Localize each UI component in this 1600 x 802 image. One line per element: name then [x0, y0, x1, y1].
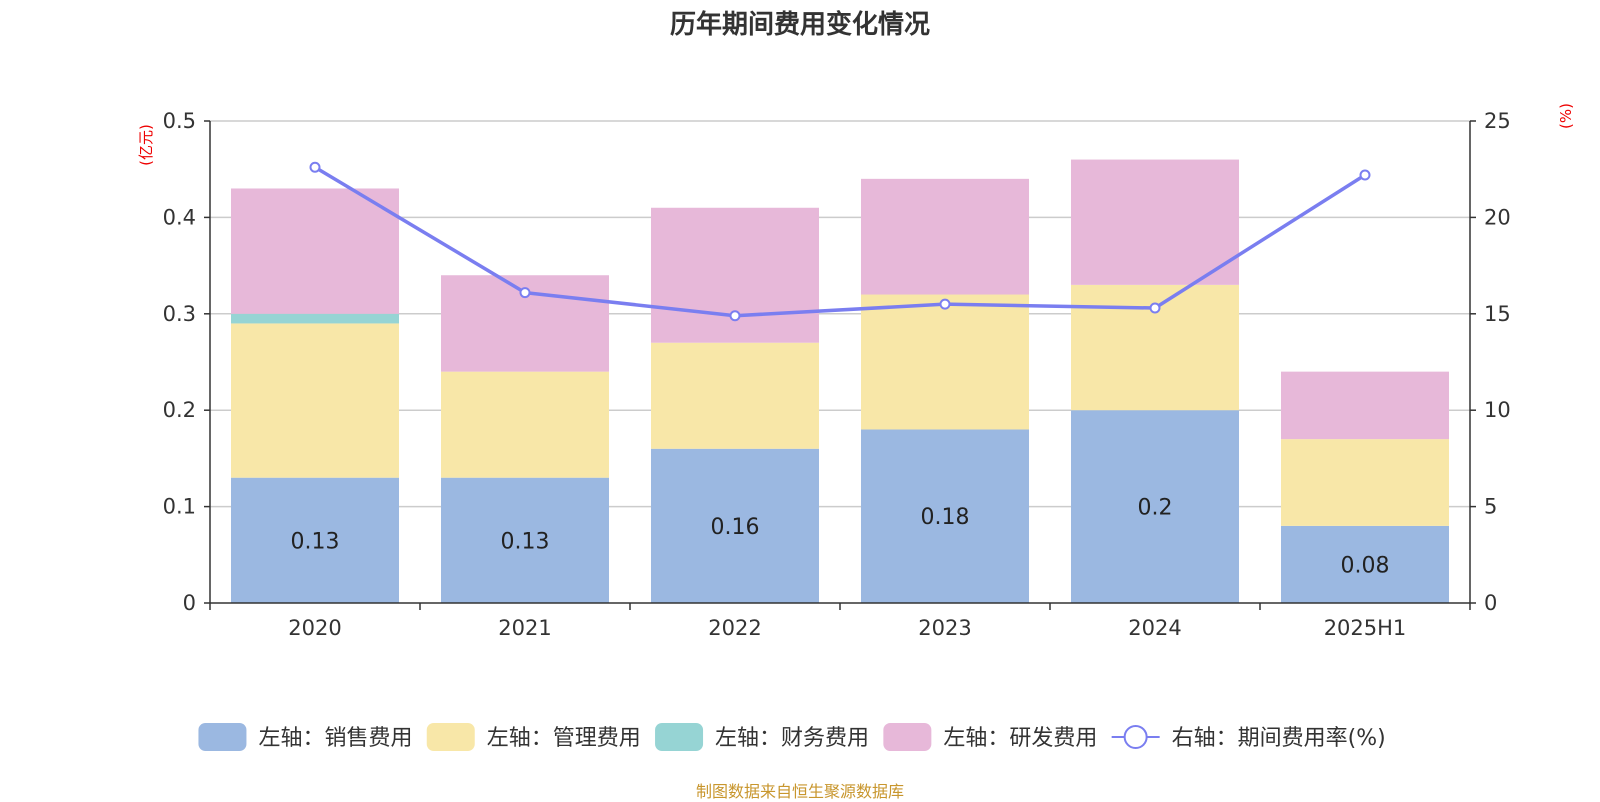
left-axis-tick-label: 0.4 [163, 205, 196, 229]
bar-data-label: 0.18 [921, 505, 970, 530]
bar-segment-1 [1281, 525, 1449, 603]
bar-segment-4 [231, 188, 399, 314]
legend-swatch-4 [883, 723, 932, 751]
rate-point [939, 298, 951, 310]
legend-swatch-1 [198, 723, 247, 751]
left-axis-tick-label: 0.1 [163, 495, 196, 519]
legend-label-2: 左轴：管理费用 [487, 726, 641, 751]
rate-line [314, 165, 1366, 318]
chart-canvas: 0 0.1 0.2 0.3 0.4 0.5 0 5 10 15 20 25 (亿元) (%) 0.13 0.1… [137, 103, 1575, 751]
right-axis-unit: (%) [1557, 103, 1575, 129]
x-axis-tick-label: 2025H1 [1324, 616, 1407, 640]
rate-point [1359, 169, 1371, 181]
x-axis-tick-label: 2022 [708, 616, 761, 640]
bar-segment-2 [1281, 439, 1449, 526]
x-axis-tick-label: 2023 [918, 616, 971, 640]
bar-data-label: 0.13 [291, 529, 340, 554]
bar-segment-1 [1071, 410, 1239, 603]
rate-point [309, 161, 321, 173]
chart-title: 历年期间费用变化情况 [669, 10, 930, 40]
left-axis-tick-label: 0.3 [163, 302, 196, 326]
rate-point [729, 310, 741, 322]
rate-point [519, 287, 531, 299]
right-axis-tick-label: 10 [1484, 398, 1511, 422]
legend-swatch-3 [655, 723, 704, 751]
left-axis-unit: (亿元) [137, 124, 155, 166]
bar-data-label: 0.13 [501, 529, 550, 554]
bar-data-label: 0.08 [1341, 553, 1390, 578]
right-axis-tick-label: 20 [1484, 205, 1511, 229]
bar-segment-1 [231, 477, 399, 603]
source-note: 制图数据来自恒生聚源数据库 [695, 782, 904, 801]
bar-segment-3 [231, 313, 399, 324]
left-axis-tick-label: 0.2 [163, 398, 196, 422]
x-axis-tick-label: 2021 [498, 616, 551, 640]
bar-segment-1 [861, 429, 1029, 603]
bar-segment-4 [1071, 159, 1239, 285]
bar-segment-4 [861, 178, 1029, 295]
bar-segment-1 [651, 448, 819, 603]
bar-segment-2 [651, 342, 819, 449]
x-axis-tick-label: 2024 [1128, 616, 1181, 640]
bar-segment-4 [651, 207, 819, 343]
right-axis-tick-label: 5 [1484, 495, 1497, 519]
rate-point [1149, 302, 1161, 314]
bar-segment-1 [441, 477, 609, 603]
right-axis-tick-label: 15 [1484, 302, 1511, 326]
bar-data-label: 0.16 [711, 515, 760, 540]
legend-label-5: 右轴：期间费用率(%) [1172, 726, 1386, 751]
bar-segment-2 [441, 371, 609, 478]
right-axis-tick-label: 25 [1484, 109, 1511, 133]
legend-label-4: 左轴：研发费用 [943, 726, 1097, 751]
legend-marker-icon [1123, 725, 1148, 749]
bar-segment-2 [861, 294, 1029, 430]
left-axis-tick-label: 0 [183, 591, 196, 615]
left-axis-tick-label: 0.5 [163, 109, 196, 133]
bar-data-label: 0.2 [1138, 496, 1173, 521]
legend-label-1: 左轴：销售费用 [258, 726, 412, 751]
bar-segment-2 [231, 323, 399, 478]
right-axis-tick-label: 0 [1484, 591, 1497, 615]
legend-swatch-2 [426, 723, 475, 751]
x-axis-tick-label: 2020 [288, 616, 341, 640]
bar-segment-4 [1281, 371, 1449, 440]
legend-label-3: 左轴：财务费用 [715, 726, 869, 751]
